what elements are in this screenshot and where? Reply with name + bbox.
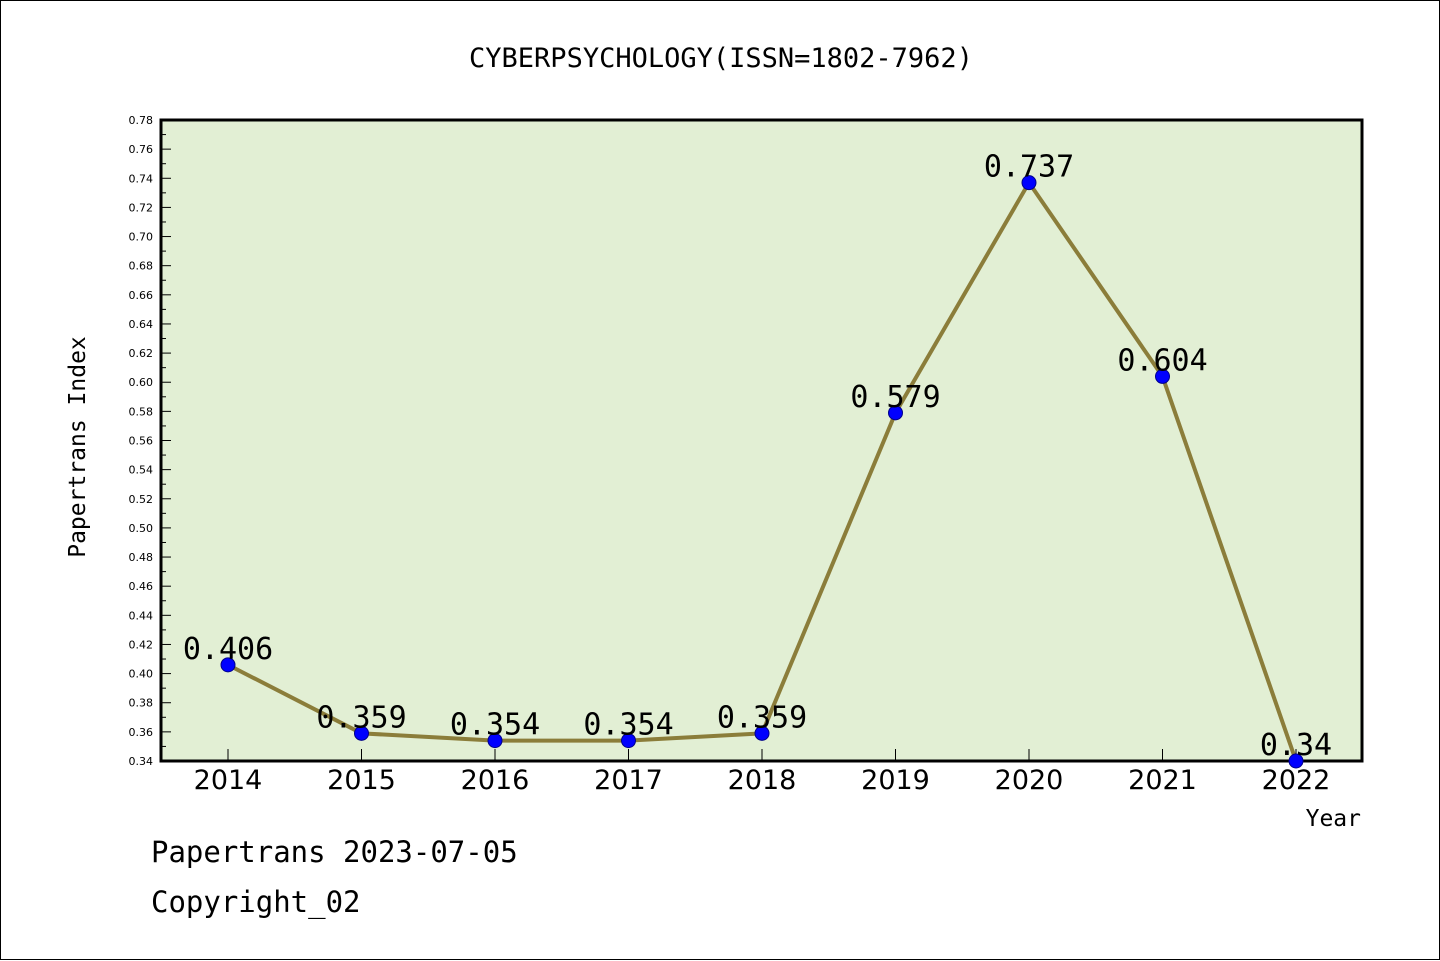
x-tick-label: 2022	[1262, 765, 1331, 796]
y-tick-label: 0.40	[129, 668, 154, 681]
y-tick-label: 0.48	[129, 551, 154, 564]
y-tick-label: 0.56	[129, 435, 154, 448]
y-tick-label: 0.54	[129, 464, 154, 477]
y-tick-label: 0.68	[129, 260, 154, 273]
data-point	[1155, 368, 1170, 384]
data-point	[621, 733, 636, 749]
data-label: 0.737	[984, 150, 1074, 185]
y-tick-label: 0.60	[129, 376, 154, 389]
x-axis: 2014 2015 2016 2017 2018 2019 2020 2021 2022	[194, 749, 1331, 796]
y-tick-label: 0.62	[129, 347, 154, 360]
data-point	[1021, 175, 1037, 191]
chart-title: CYBERPSYCHOLOGY(ISSN=1802-7962)	[469, 43, 973, 74]
data-point	[888, 405, 903, 421]
data-point	[1288, 753, 1304, 769]
y-tick-label: 0.58	[129, 405, 154, 418]
y-axis: 0.34 0.36 0.38 0.40 0.42 0.44 0.46 0.48 0.50 0.52…	[129, 114, 171, 768]
y-tick-label: 0.66	[129, 289, 154, 302]
y-axis-label: Papertrans Index	[65, 336, 91, 558]
data-label: 0.359	[316, 700, 406, 735]
y-tick-label: 0.74	[129, 172, 154, 185]
x-tick-label: 2017	[594, 765, 663, 796]
data-label: 0.579	[850, 380, 940, 415]
data-label: 0.359	[717, 700, 807, 735]
data-label: 0.354	[583, 708, 673, 743]
data-point	[354, 725, 369, 741]
y-tick-label: 0.44	[129, 609, 154, 622]
y-tick-label: 0.70	[129, 231, 154, 244]
data-label: 0.406	[183, 632, 273, 667]
y-tick-label: 0.34	[129, 755, 154, 768]
y-tick-label: 0.72	[129, 201, 154, 214]
data-point	[487, 733, 503, 749]
data-label: 0.34	[1260, 728, 1332, 763]
data-label: 0.604	[1117, 343, 1207, 378]
y-tick-label: 0.50	[129, 522, 154, 535]
data-labels: 0.406 0.359 0.354 0.354 0.359 0.579 0.737 0.604…	[183, 150, 1332, 763]
y-tick-label: 0.38	[129, 697, 154, 710]
footer-date: Papertrans 2023-07-05	[151, 835, 518, 869]
y-tick-label: 0.76	[129, 143, 154, 156]
y-tick-label: 0.42	[129, 638, 154, 651]
x-tick-label: 2020	[995, 765, 1064, 796]
x-tick-label: 2019	[861, 765, 930, 796]
x-tick-label: 2015	[327, 765, 396, 796]
y-tick-label: 0.78	[129, 114, 154, 127]
series-markers	[220, 175, 1304, 769]
plot-area	[159, 118, 1364, 763]
y-tick-label: 0.52	[129, 493, 154, 506]
x-tick-label: 2014	[194, 765, 263, 796]
x-tick-label: 2016	[461, 765, 530, 796]
y-tick-label: 0.64	[129, 318, 154, 331]
data-label: 0.354	[450, 708, 540, 743]
y-tick-label: 0.46	[129, 580, 154, 593]
x-tick-label: 2018	[728, 765, 797, 796]
data-point	[220, 657, 236, 673]
x-tick-label: 2021	[1128, 765, 1197, 796]
y-tick-label: 0.36	[129, 726, 154, 739]
x-axis-label: Year	[1306, 806, 1361, 832]
footer-copyright: Copyright_02	[151, 885, 361, 919]
data-point	[754, 725, 770, 741]
